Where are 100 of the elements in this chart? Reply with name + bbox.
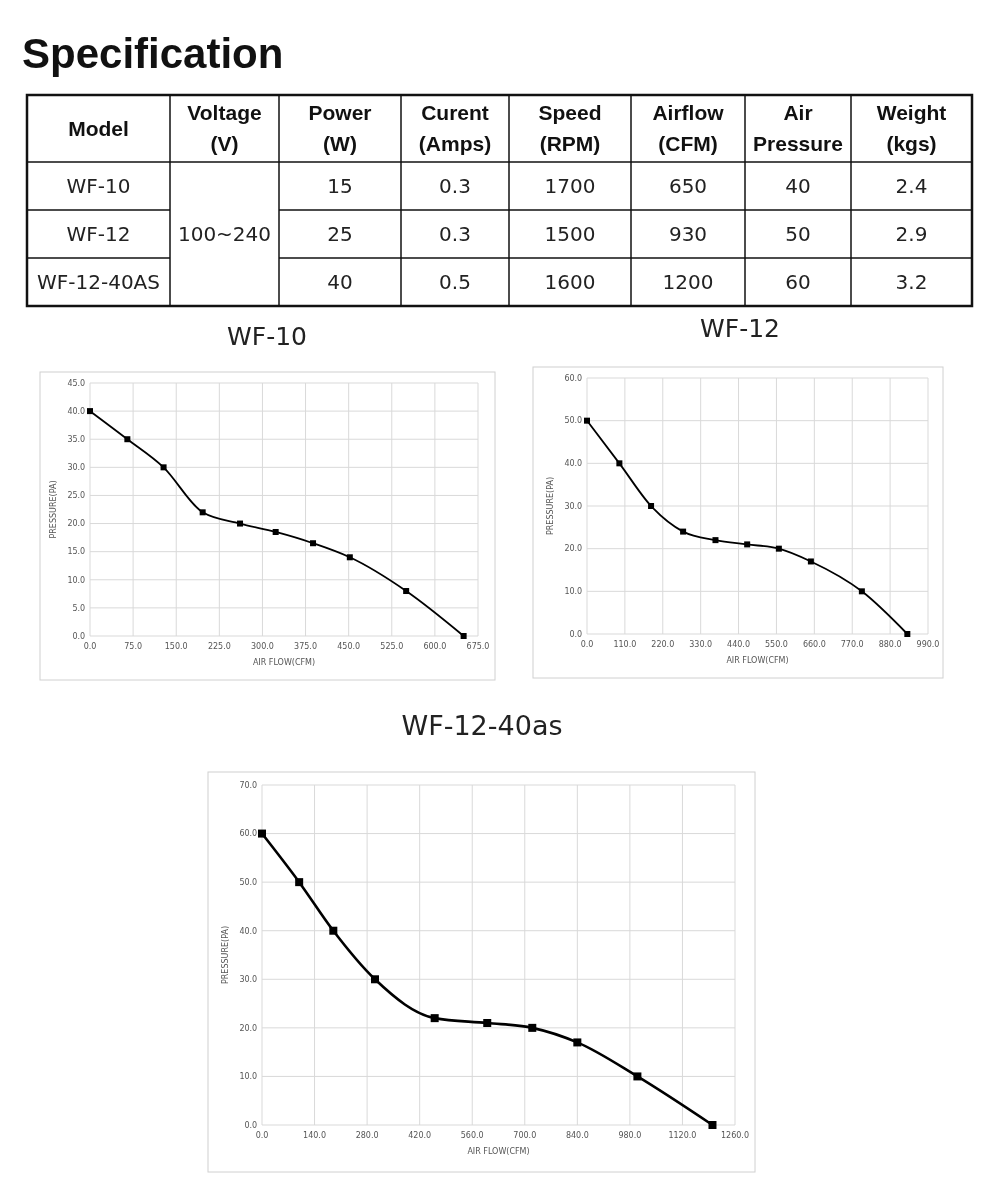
x-tick-label: 450.0 (337, 641, 361, 651)
y-tick-label: 10.0 (564, 587, 583, 597)
x-axis-title: AIR FLOW(CFM) (467, 1146, 530, 1156)
x-tick-label: 280.0 (355, 1130, 379, 1140)
x-tick-label: 110.0 (613, 639, 637, 649)
x-tick-label: 840.0 (565, 1130, 589, 1140)
point (528, 1023, 537, 1032)
text: 50 (785, 222, 811, 246)
y-tick-label: 10.0 (67, 575, 86, 585)
point (124, 436, 131, 443)
y-tick-label: 20.0 (239, 1023, 258, 1033)
x-tick-label: 525.0 (380, 641, 404, 651)
text: 40 (327, 270, 353, 294)
y-tick-label: 0.0 (72, 631, 86, 641)
x-tick-label: 0.0 (580, 639, 594, 649)
text: 2.9 (895, 222, 928, 246)
x-tick-label: 660.0 (802, 639, 826, 649)
text: WF-12 (66, 222, 131, 246)
chart-title: WF-12-40as (401, 710, 563, 741)
y-tick-label: 30.0 (67, 463, 86, 473)
y-tick-label: 50.0 (239, 877, 258, 887)
x-tick-label: 1120.0 (668, 1130, 697, 1140)
text: 650 (668, 174, 708, 198)
point (199, 509, 206, 516)
text: 1500 (544, 222, 596, 246)
point (310, 540, 317, 547)
y-tick-label: 30.0 (564, 501, 583, 511)
text: 100~240 (177, 222, 272, 246)
text: 930 (668, 222, 708, 246)
text: 0.3 (439, 222, 471, 246)
x-tick-label: 990.0 (916, 639, 940, 649)
y-tick-label: 0.0 (569, 629, 583, 639)
category-label: Airflow (CFM) (652, 101, 725, 155)
text: 1200 (662, 270, 714, 294)
y-tick-label: 35.0 (67, 435, 86, 445)
point (430, 1014, 439, 1023)
point (483, 1019, 492, 1027)
x-tick-label: 700.0 (513, 1130, 537, 1140)
point (460, 633, 467, 639)
point (237, 520, 244, 527)
point (346, 554, 353, 561)
y-tick-label: 45.0 (67, 378, 86, 388)
x-tick-label: 675.0 (466, 641, 490, 651)
point (295, 878, 304, 887)
y-tick-label: 40.0 (239, 926, 258, 936)
category-label: Curent (Amps) (418, 101, 492, 155)
point (370, 975, 379, 984)
x-tick-label: 600.0 (423, 641, 447, 651)
chart-title: WF-10 (227, 322, 307, 351)
point (258, 829, 266, 838)
point (272, 528, 279, 535)
x-tick-label: 75.0 (124, 641, 143, 651)
x-tick-label: 0.0 (255, 1130, 269, 1140)
y-axis-title: PRESSURE(PA) (546, 476, 556, 536)
text: 25 (327, 222, 353, 246)
point (616, 460, 623, 467)
x-axis-title: AIR FLOW(CFM) (252, 657, 316, 667)
y-tick-label: 50.0 (564, 416, 583, 426)
y-axis-title: PRESSURE(PA) (49, 480, 59, 539)
text: 0.5 (439, 270, 471, 294)
text: 1700 (544, 174, 596, 198)
point (744, 541, 751, 548)
y-tick-label: 60.0 (564, 373, 583, 383)
y-tick-label: 40.0 (67, 406, 86, 416)
y-tick-label: 20.0 (67, 519, 86, 529)
x-tick-label: 330.0 (689, 639, 713, 649)
x-tick-label: 300.0 (250, 641, 274, 651)
point (708, 1121, 717, 1129)
point (329, 926, 338, 935)
category-label: Model (68, 116, 129, 140)
y-tick-label: 60.0 (239, 829, 258, 839)
x-tick-label: 550.0 (764, 639, 788, 649)
point (87, 408, 93, 415)
x-tick-label: 420.0 (408, 1130, 432, 1140)
y-axis-title: PRESSURE(PA) (221, 925, 231, 985)
point (680, 528, 687, 535)
x-tick-label: 220.0 (651, 639, 675, 649)
y-tick-label: 40.0 (564, 459, 583, 469)
x-tick-label: 150.0 (164, 641, 188, 651)
x-tick-label: 880.0 (878, 639, 902, 649)
x-tick-label: 1260.0 (721, 1130, 749, 1140)
y-tick-label: 0.0 (244, 1120, 258, 1130)
y-tick-label: 30.0 (239, 975, 258, 985)
chart-title: WF-12 (700, 314, 780, 343)
point (573, 1038, 582, 1047)
point (807, 558, 814, 565)
point (904, 631, 911, 637)
category-label: Weight (kgs) (876, 101, 947, 155)
x-tick-label: 980.0 (618, 1130, 642, 1140)
x-tick-label: 375.0 (294, 641, 318, 651)
y-tick-label: 5.0 (72, 603, 86, 613)
text: 3.2 (895, 270, 928, 294)
point (712, 537, 719, 544)
text: WF-12-40AS (37, 270, 160, 294)
category-label: Speed (RPM) (538, 101, 602, 155)
point (160, 464, 167, 471)
point (648, 503, 655, 509)
text: 60 (785, 270, 811, 294)
point (633, 1072, 642, 1081)
text: Specification (22, 30, 284, 77)
